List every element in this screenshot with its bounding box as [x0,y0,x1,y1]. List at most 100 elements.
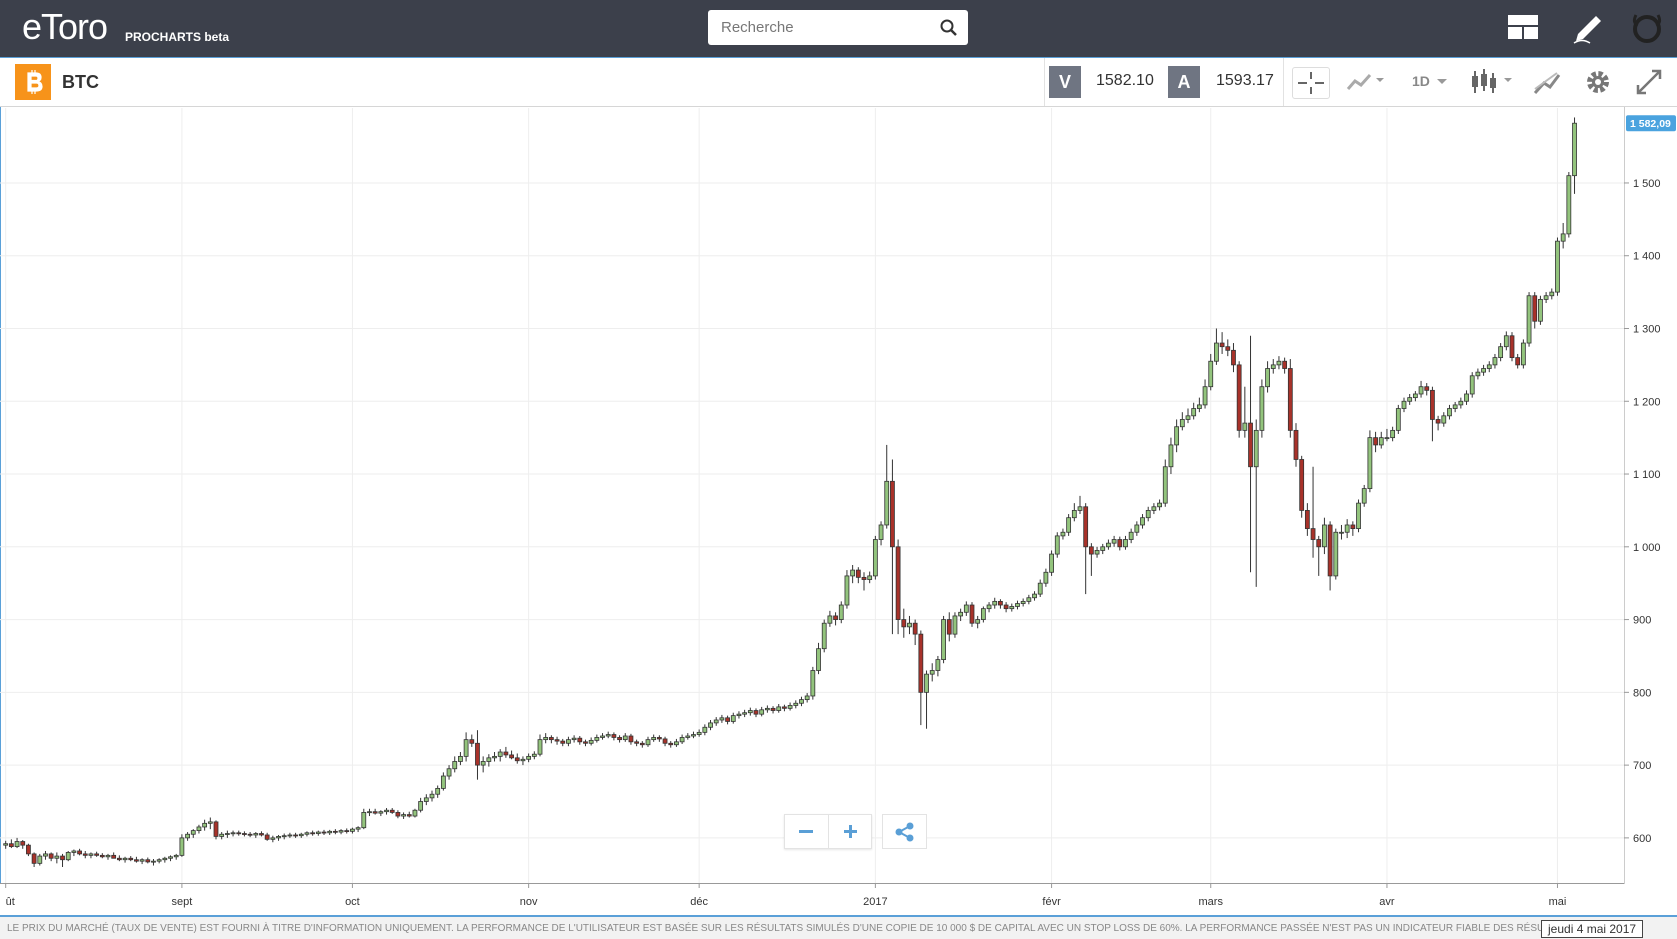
candle-body [946,619,952,635]
candle-body [1208,360,1214,388]
candle-body [139,859,145,862]
buy-price: 1593.17 [1216,72,1274,89]
candle-body [1225,346,1231,351]
edit-icon[interactable] [1572,10,1606,44]
candle-body [1526,295,1532,344]
candle-body [1282,360,1288,369]
fullscreen-button[interactable] [1634,67,1664,97]
candle-body [475,742,480,766]
candle-body [1441,415,1447,424]
candle-body [367,811,372,814]
candle-body [980,608,986,620]
candle-body [907,622,912,628]
candle-body [1407,397,1413,402]
candle-body [929,670,935,675]
candle-body [1077,506,1083,511]
disclaimer: LE PRIX DU MARCHÉ (TAUX DE VENTE) EST FO… [7,923,1620,934]
logo[interactable]: eToro [22,6,108,47]
candle-body [1333,531,1339,577]
candle-body [901,619,907,628]
candle-body [634,741,640,744]
candle-body [1043,571,1049,584]
zoom-in-button[interactable] [828,815,872,848]
timeframe-button[interactable]: 1D [1412,73,1430,89]
candle-style-button[interactable] [1470,67,1520,97]
candle-body [1134,524,1140,533]
y-tick-label: 1 200 [1633,396,1661,408]
candle-body [94,853,100,856]
candle-body [1128,531,1134,540]
share-button[interactable] [882,814,927,849]
candle-body [730,715,736,722]
candle-body [293,834,298,837]
candle-body [1412,393,1418,399]
crosshair-button[interactable] [1292,67,1330,99]
candle-body [674,741,679,746]
candle-body [287,834,293,837]
candle-body [179,837,185,856]
candle-body [1532,295,1538,322]
candle-body [736,713,742,717]
candle-body [173,854,179,858]
x-tick-label: mai [1549,896,1567,908]
candle-body [378,811,384,814]
candle-body [952,615,958,635]
candle-body [963,604,969,613]
layout-icon[interactable] [1508,15,1538,39]
candle-body [639,742,645,746]
candle-body [1236,364,1242,431]
candle-body [782,706,787,709]
candle-body [531,753,537,757]
candle-body [867,575,873,580]
sell-price: 1582.10 [1096,72,1154,89]
candle-body [1100,546,1106,551]
candle-body [679,737,685,743]
candle-body [116,857,122,861]
candle-body [1196,404,1202,409]
candle-body [1515,357,1521,366]
candle-body [1304,510,1310,530]
symbol: BTC [62,72,99,92]
candle-body [1509,335,1515,359]
top-bar: eToro PROCHARTS beta Recherche [0,0,1677,57]
candle-body [793,702,799,706]
zoom-out-button[interactable] [785,815,827,848]
candle-body [3,843,9,846]
symbol-icon [15,64,51,100]
candle-body [281,835,287,838]
x-tick-label: ût [6,896,15,908]
candle-body [20,841,26,846]
candle-body [1049,553,1054,573]
candle-body [1259,386,1265,431]
candle-body [1219,342,1225,348]
candle-body [1378,437,1384,446]
candle-body [804,695,810,701]
candle-body [821,622,827,650]
candle-body [82,853,88,856]
x-tick-label: 2017 [863,896,887,908]
candle-body [497,751,503,757]
candle-body [702,726,708,733]
candle-body [594,737,600,741]
candle-body [708,722,713,728]
x-tick-label: déc [690,896,708,908]
candle-body [259,833,264,836]
candle-body [332,830,338,833]
chart-type-button[interactable] [1346,67,1390,97]
settings-button[interactable] [1583,67,1613,97]
candle-body [912,622,918,635]
candle-body [1322,524,1327,548]
candle-body [1060,531,1066,537]
candle-body [31,853,37,864]
candle-body [992,600,998,606]
candle-body [350,828,355,832]
candle-body [1566,175,1572,235]
buy-button[interactable]: A [1168,66,1200,98]
candle-body [1248,422,1253,468]
candle-body [583,741,588,744]
sell-button[interactable]: V [1049,66,1081,98]
indicators-button[interactable] [1532,67,1562,97]
profile-icon[interactable] [1630,11,1664,45]
candle-body [770,707,776,711]
search-box[interactable]: Recherche [708,10,968,45]
